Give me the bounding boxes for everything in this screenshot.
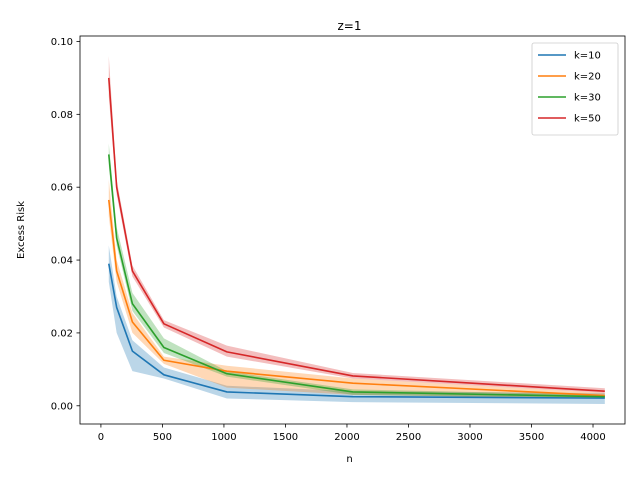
legend: k=10 k=20 k=30 k=50: [531, 42, 619, 136]
chart-title: z=1: [338, 19, 362, 33]
legend-label-k-20: k=20: [574, 72, 601, 83]
series-line-k-30: [107, 154, 605, 398]
x-tick-label: 3500: [519, 432, 544, 443]
legend-label-k-10: k=10: [574, 51, 601, 62]
x-tick-label: 500: [153, 432, 172, 443]
y-axis-ticks: 0.00 0.02 0.04 0.06 0.08 0.10: [51, 37, 80, 412]
x-tick-label: 4000: [580, 432, 605, 443]
series-lines: [107, 77, 605, 399]
x-tick-label: 3000: [457, 432, 482, 443]
x-tick-label: 0: [98, 432, 104, 443]
legend-box: [531, 42, 619, 136]
y-tick-label: 0.04: [51, 256, 73, 267]
y-tick-label: 0.06: [51, 183, 73, 194]
x-tick-label: 2000: [334, 432, 359, 443]
x-axis-ticks: 0 500 1000 1500 2000 2500 3000 3500 4000: [98, 424, 606, 443]
y-axis-label: Excess Risk: [16, 201, 27, 259]
y-tick-label: 0.08: [51, 110, 73, 121]
y-tick-label: 0.02: [51, 328, 73, 339]
legend-label-k-50: k=50: [574, 114, 601, 125]
y-tick-label: 0.00: [51, 401, 73, 412]
x-tick-label: 1500: [273, 432, 298, 443]
series-line-k-20: [107, 199, 605, 397]
y-tick-label: 0.10: [51, 37, 73, 48]
x-axis-label: n: [346, 454, 352, 465]
axes-frame: [79, 35, 626, 425]
x-tick-label: 2500: [396, 432, 421, 443]
series-line-k-50: [107, 77, 605, 393]
x-tick-label: 1000: [211, 432, 236, 443]
legend-label-k-30: k=30: [574, 93, 601, 104]
series-line-k-10: [108, 263, 605, 399]
